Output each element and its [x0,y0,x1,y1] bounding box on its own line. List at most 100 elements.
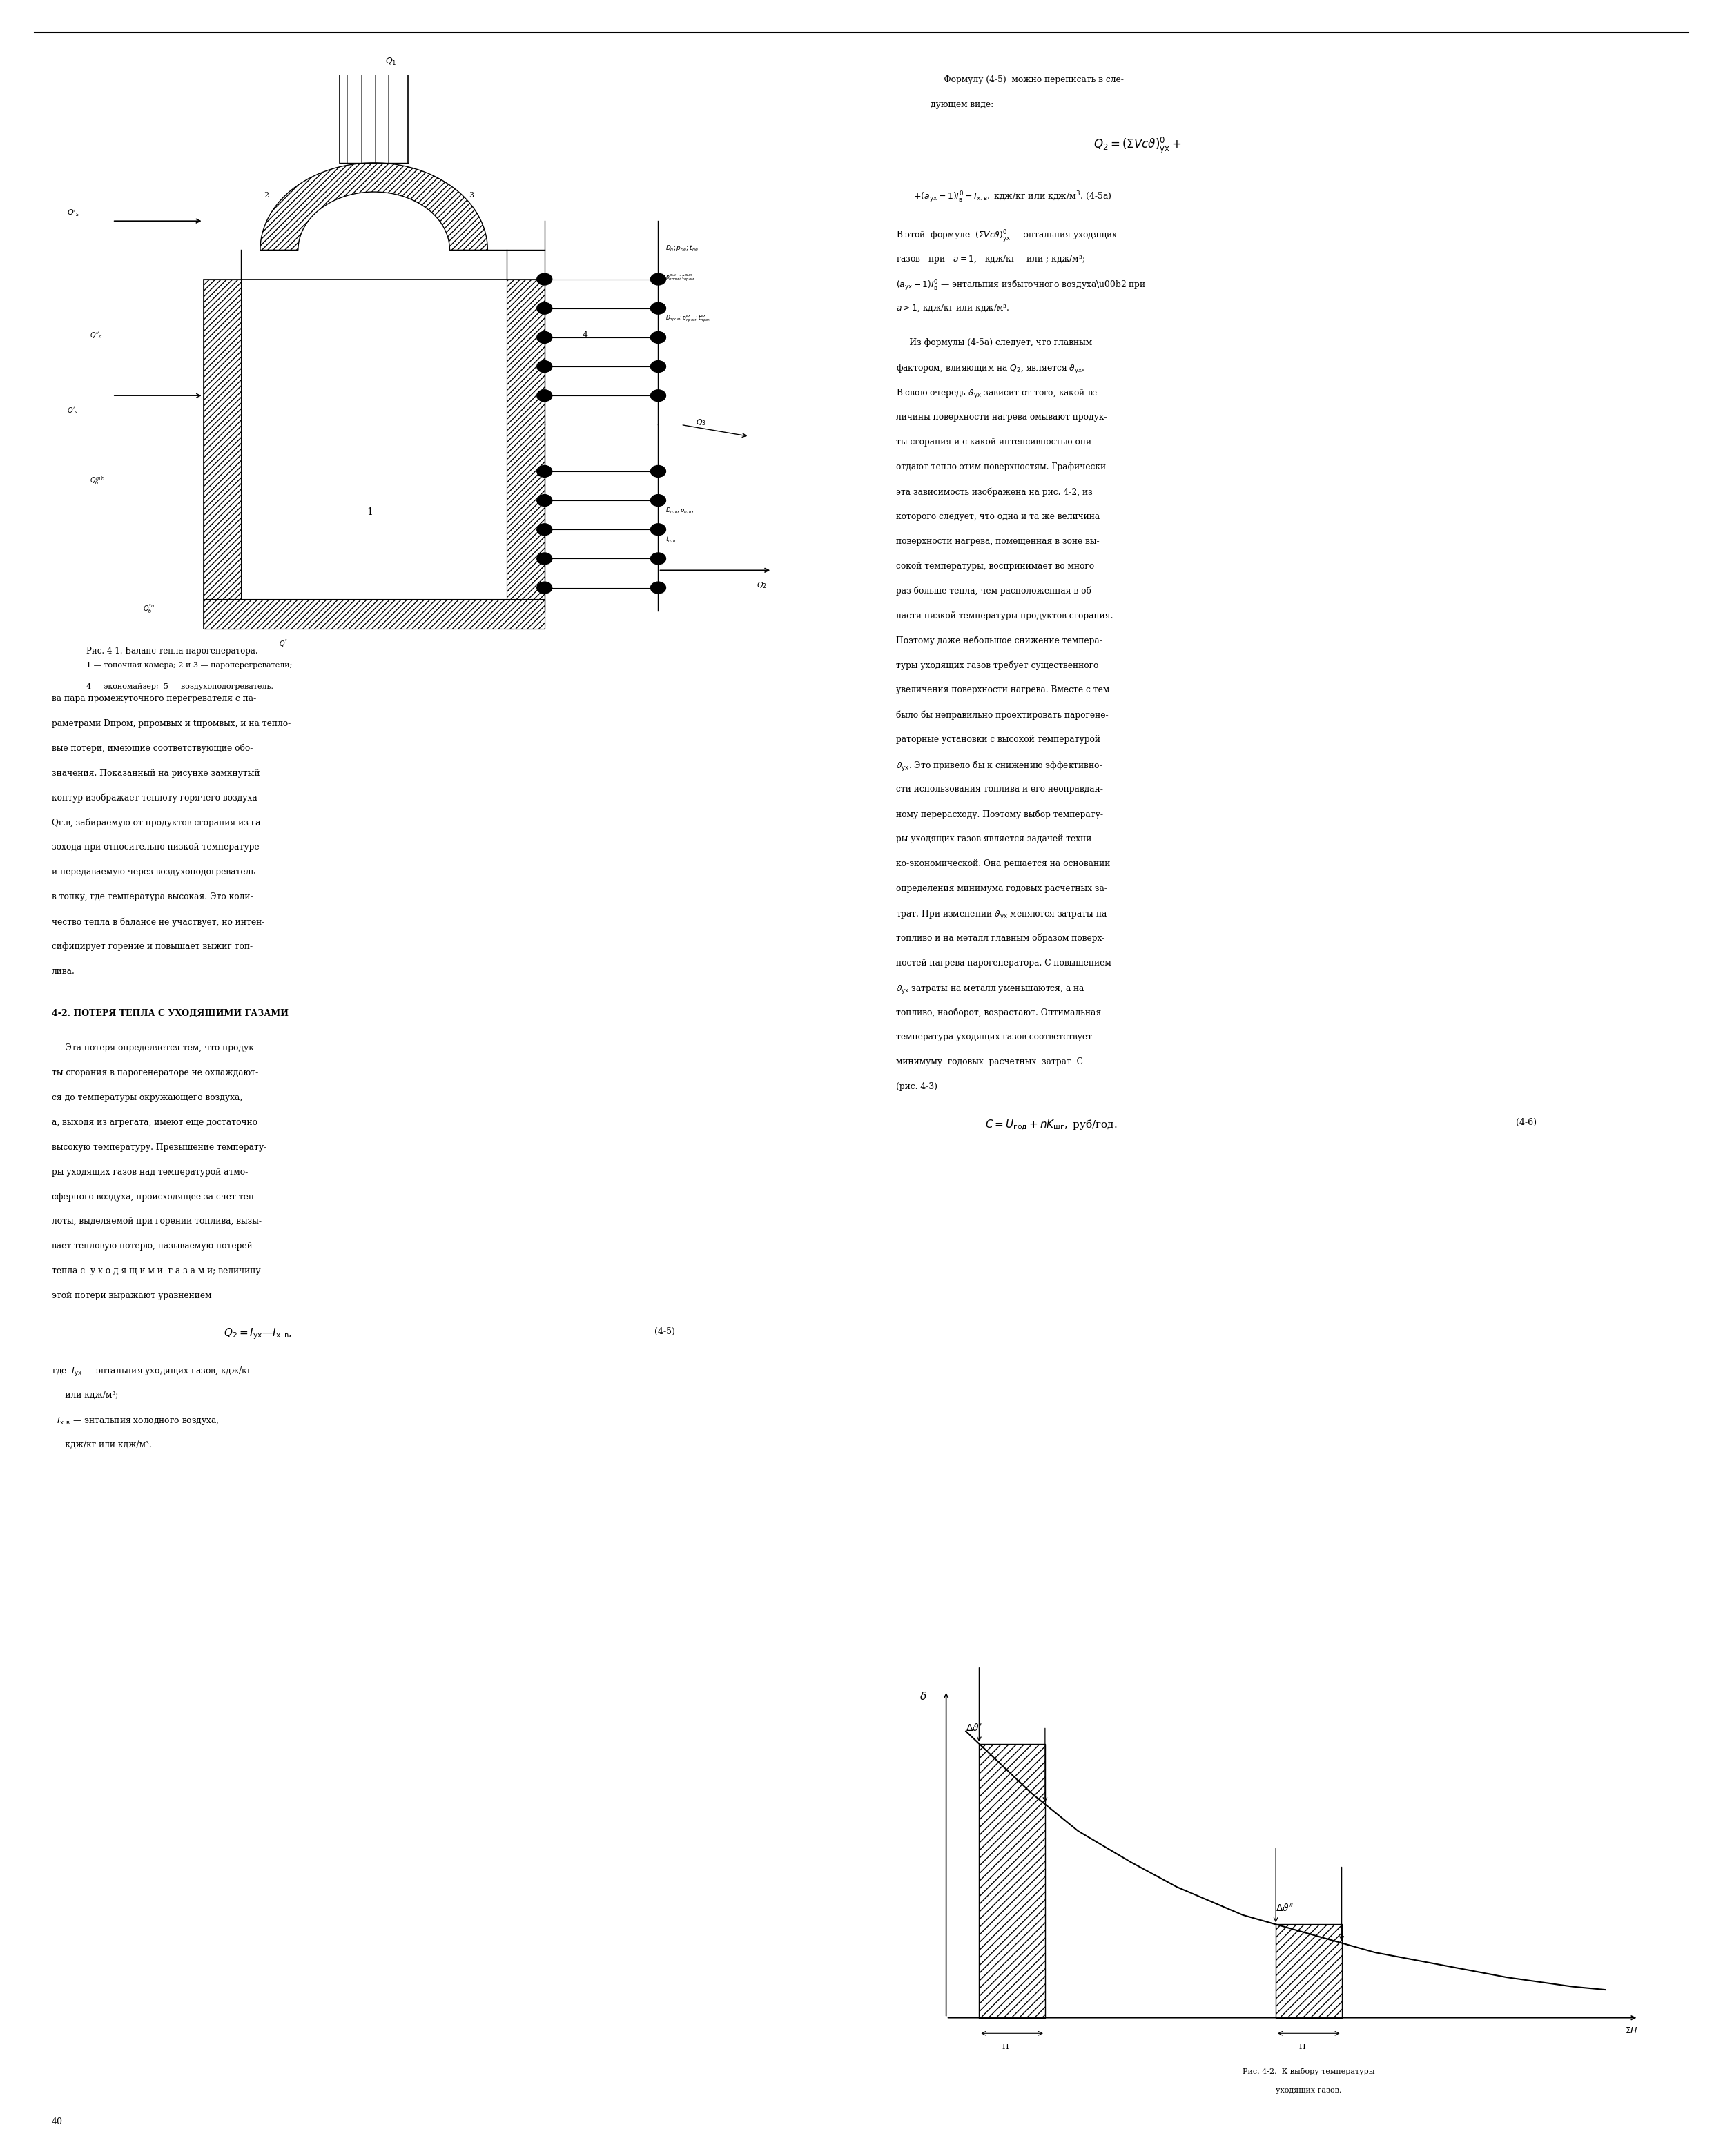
Text: ко-экономической. Она решается на основании: ко-экономической. Она решается на основа… [896,858,1110,869]
Text: а, выходя из агрегата, имеют еще достаточно: а, выходя из агрегата, имеют еще достато… [52,1117,257,1128]
Text: и передаваемую через воздухоподогреватель: и передаваемую через воздухоподогревател… [52,867,255,877]
Text: $D_{п.в}; p_{п.в};$: $D_{п.в}; p_{п.в};$ [665,507,694,515]
Text: $C=U_{\rm год}+nK_{\rm шг},\;$руб/год.: $C=U_{\rm год}+nK_{\rm шг},\;$руб/год. [986,1117,1117,1132]
Text: лива.: лива. [52,966,76,977]
Text: туры уходящих газов требует существенного: туры уходящих газов требует существенног… [896,660,1099,671]
Circle shape [651,524,665,535]
Text: газов   при   $a=1$,   кдж/кг    или ; кдж/м³;: газов при $a=1$, кдж/кг или ; кдж/м³; [896,252,1085,265]
Text: отдают тепло этим поверхностям. Графически: отдают тепло этим поверхностям. Графичес… [896,461,1106,472]
Text: ному перерасходу. Поэтому выбор температу-: ному перерасходу. Поэтому выбор температ… [896,808,1103,819]
Text: температура уходящих газов соответствует: температура уходящих газов соответствует [896,1033,1092,1041]
Circle shape [538,466,551,476]
Text: Рис. 4-1. Баланс тепла парогенератора.: Рис. 4-1. Баланс тепла парогенератора. [86,647,258,655]
Text: высокую температуру. Превышение температу-: высокую температуру. Превышение температ… [52,1143,267,1151]
Text: кдж/кг или кдж/м³.: кдж/кг или кдж/м³. [52,1440,152,1449]
Text: личины поверхности нагрева омывают продук-: личины поверхности нагрева омывают проду… [896,412,1106,423]
Text: увеличения поверхности нагрева. Вместе с тем: увеличения поверхности нагрева. Вместе с… [896,686,1110,694]
Text: тепла с  у х о д я щ и м и  г а з а м и; величину: тепла с у х о д я щ и м и г а з а м и; в… [52,1266,260,1276]
Text: H: H [1003,2044,1010,2050]
Text: или кдж/м³;: или кдж/м³; [52,1391,119,1399]
Bar [203,280,544,630]
Text: Эта потеря определяется тем, что продук-: Эта потеря определяется тем, что продук- [52,1044,257,1052]
Text: В свою очередь $\vartheta_{\rm ух}$ зависит от того, какой ве-: В свою очередь $\vartheta_{\rm ух}$ зави… [896,388,1101,401]
Text: где  $I_{\rm ух}$ — энтальпия уходящих газов, кдж/кг: где $I_{\rm ух}$ — энтальпия уходящих га… [52,1365,252,1378]
Text: 3: 3 [469,192,474,198]
Circle shape [538,274,551,285]
Text: раторные установки с высокой температурой: раторные установки с высокой температуро… [896,735,1101,744]
Text: дующем виде:: дующем виде: [930,101,994,110]
Text: уходящих газов.: уходящих газов. [1275,2087,1342,2093]
Text: топливо и на металл главным образом поверх-: топливо и на металл главным образом пове… [896,934,1104,942]
Text: значения. Показанный на рисунке замкнутый: значения. Показанный на рисунке замкнуты… [52,768,260,778]
Circle shape [538,332,551,343]
Text: $Q_1$: $Q_1$ [386,56,396,67]
Text: этой потери выражают уравнением: этой потери выражают уравнением [52,1291,212,1300]
Circle shape [651,332,665,343]
Text: 1: 1 [367,507,374,517]
Text: 2: 2 [264,192,269,198]
Circle shape [538,552,551,565]
Text: $t_{п.в}$: $t_{п.в}$ [665,535,677,543]
Text: ры уходящих газов над температурой атмо-: ры уходящих газов над температурой атмо- [52,1166,248,1177]
Text: $Q''_{л}$: $Q''_{л}$ [90,330,102,341]
Text: Из формулы (4-5а) следует, что главным: Из формулы (4-5а) следует, что главным [896,338,1092,347]
Text: 1 — топочная камера; 2 и 3 — пароперегреватели;: 1 — топочная камера; 2 и 3 — пароперегре… [86,662,293,668]
Text: H: H [1299,2044,1306,2050]
Text: раз больше тепла, чем расположенная в об-: раз больше тепла, чем расположенная в об… [896,586,1094,595]
Circle shape [651,302,665,315]
Text: определения минимума годовых расчетных за-: определения минимума годовых расчетных з… [896,884,1108,893]
Text: $Q^{''u}_{б}$: $Q^{''u}_{б}$ [143,604,155,614]
Text: (4-5): (4-5) [655,1326,675,1337]
Text: топливо, наоборот, возрастают. Оптимальная: топливо, наоборот, возрастают. Оптимальн… [896,1007,1101,1018]
Text: 40: 40 [52,2117,62,2126]
Text: лоты, выделяемой при горении топлива, вызы-: лоты, выделяемой при горении топлива, вы… [52,1216,262,1227]
Circle shape [538,582,551,593]
Text: $\vartheta_{\rm ух}$. Это привело бы к снижению эффективно-: $\vartheta_{\rm ух}$. Это привело бы к с… [896,759,1103,774]
Text: ты сгорания и с какой интенсивностью они: ты сгорания и с какой интенсивностью они [896,438,1091,446]
Text: $Q^{min}_{б}$: $Q^{min}_{б}$ [90,474,105,487]
Text: $D_{пром}; p^{вх}_{пром}; t^{вх}_{пром}$: $D_{пром}; p^{вх}_{пром}; t^{вх}_{пром}$ [665,315,712,323]
Text: В этой  формуле  $(\Sigma Vc\vartheta)^0_{\rm ух}$ — энтальпия уходящих: В этой формуле $(\Sigma Vc\vartheta)^0_{… [896,229,1118,244]
Text: 4: 4 [582,330,588,338]
Text: $Q_3$: $Q_3$ [696,418,706,427]
Text: 4-2. ПОТЕРЯ ТЕПЛА С УХОДЯЩИМИ ГАЗАМИ: 4-2. ПОТЕРЯ ТЕПЛА С УХОДЯЩИМИ ГАЗАМИ [52,1009,288,1018]
Text: ры уходящих газов является задачей техни-: ры уходящих газов является задачей техни… [896,834,1094,843]
Text: $\Sigma H$: $\Sigma H$ [1625,2027,1639,2035]
Polygon shape [260,164,488,250]
Text: которого следует, что одна и та же величина: которого следует, что одна и та же велич… [896,511,1099,522]
Text: сти использования топлива и его неоправдан-: сти использования топлива и его неоправд… [896,785,1103,793]
Text: $+(a_{\rm ух}-1)I^0_{\rm в}-I_{\rm х.в},\;$кдж/кг или кдж/м$^3$. (4-5а): $+(a_{\rm ух}-1)I^0_{\rm в}-I_{\rm х.в},… [913,190,1111,205]
Text: $(a_{\rm ух}-1)I^0_{\rm в}$ — энтальпия избыточного воздуха\u00b2 при: $(a_{\rm ух}-1)I^0_{\rm в}$ — энтальпия … [896,278,1146,293]
Text: Поэтому даже небольшое снижение темпера-: Поэтому даже небольшое снижение темпера- [896,636,1103,645]
Circle shape [538,360,551,373]
Text: $\vartheta_{\rm ух}$ затраты на металл уменьшаются, а на: $\vartheta_{\rm ух}$ затраты на металл у… [896,983,1085,994]
Bar [203,280,241,630]
Bar [979,1744,1046,2018]
Text: раметрами Dпром, pпромвых и tпромвых, и на тепло-: раметрами Dпром, pпромвых и tпромвых, и … [52,720,291,729]
Text: сифицирует горение и повышает выжиг топ-: сифицирует горение и повышает выжиг топ- [52,942,253,951]
Text: было бы неправильно проектировать парогене-: было бы неправильно проектировать пароге… [896,709,1108,720]
Text: трат. При изменении $\vartheta_{\rm ух}$ меняются затраты на: трат. При изменении $\vartheta_{\rm ух}$… [896,908,1108,921]
Text: $Q_2=(\Sigma Vc\vartheta)^0_{\rm ух}+$: $Q_2=(\Sigma Vc\vartheta)^0_{\rm ух}+$ [1092,136,1182,155]
Text: $\Delta\vartheta''$: $\Delta\vartheta''$ [1275,1904,1294,1915]
Text: поверхности нагрева, помещенная в зоне вы-: поверхности нагрева, помещенная в зоне в… [896,537,1099,545]
Text: фактором, влияющим на $Q_2$, является $\vartheta_{\rm ух}$.: фактором, влияющим на $Q_2$, является $\… [896,362,1085,375]
Bar [507,280,544,630]
Circle shape [651,582,665,593]
Text: Формулу (4-5)  можно переписать в сле-: Формулу (4-5) можно переписать в сле- [930,75,1123,84]
Text: зохода при относительно низкой температуре: зохода при относительно низкой температу… [52,843,258,852]
Circle shape [651,494,665,507]
Text: $Q_2=I_{\rm ух}—I_{\rm х.в},$: $Q_2=I_{\rm ух}—I_{\rm х.в},$ [224,1326,293,1341]
Text: $Q'_s$: $Q'_s$ [67,405,78,416]
Text: $\Delta\vartheta'$: $\Delta\vartheta'$ [967,1723,982,1733]
Text: в топку, где температура высокая. Это коли-: в топку, где температура высокая. Это ко… [52,893,253,901]
Text: минимуму  годовых  расчетных  затрат  C: минимуму годовых расчетных затрат C [896,1056,1084,1067]
Circle shape [538,524,551,535]
Text: вые потери, имеющие соответствующие обо-: вые потери, имеющие соответствующие обо- [52,744,253,752]
Text: вает тепловую потерю, называемую потерей: вает тепловую потерю, называемую потерей [52,1242,252,1250]
Text: эта зависимость изображена на рис. 4-2, из: эта зависимость изображена на рис. 4-2, … [896,487,1092,496]
Text: (рис. 4-3): (рис. 4-3) [896,1082,937,1091]
Circle shape [651,360,665,373]
Text: 4 — экономайзер;  5 — воздухоподогреватель.: 4 — экономайзер; 5 — воздухоподогревател… [86,683,274,690]
Bar [203,599,544,630]
